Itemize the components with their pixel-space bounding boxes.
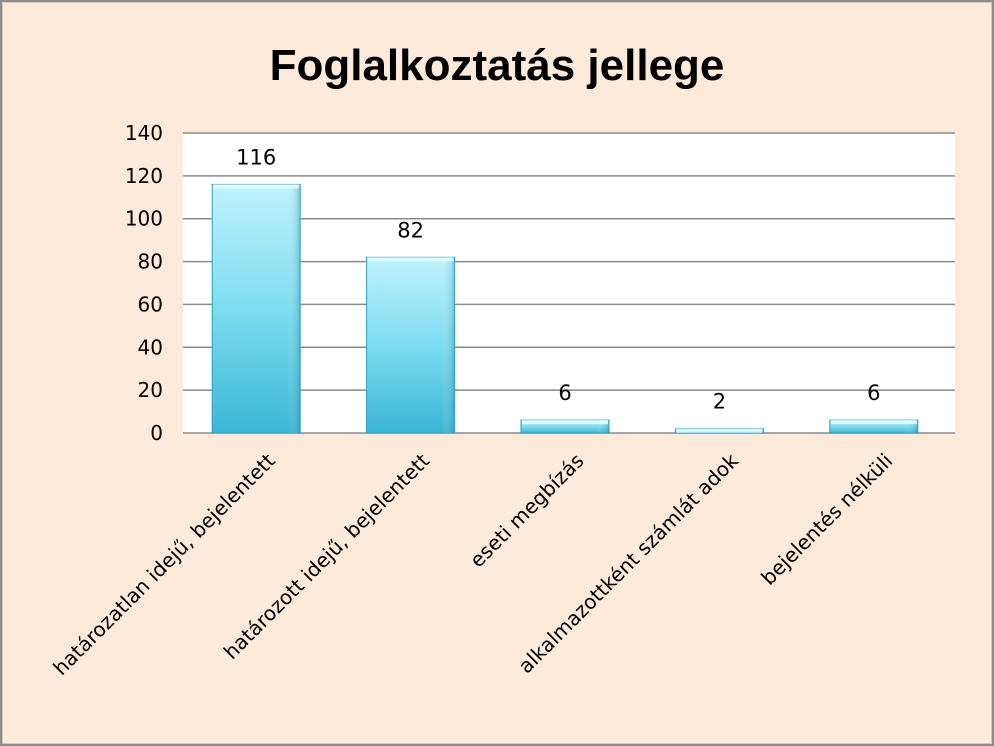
data-labels: 116 82 6 2 6 — [236, 145, 880, 413]
bar-top — [367, 257, 454, 262]
bar-top — [522, 420, 608, 425]
y-tick-label: 60 — [138, 292, 163, 316]
y-tick-label: 140 — [125, 121, 163, 145]
chart-title: Foglalkoztatás jellege — [270, 41, 725, 90]
bars — [211, 183, 919, 434]
bar-top — [676, 428, 763, 433]
bar — [520, 419, 610, 434]
y-tick-label: 0 — [150, 421, 163, 445]
y-tick-label: 100 — [125, 207, 163, 231]
bar-shade — [366, 257, 455, 433]
data-label: 6 — [867, 381, 880, 405]
data-label: 2 — [713, 390, 726, 414]
y-tick-label: 40 — [138, 335, 163, 359]
bar-shade — [212, 184, 301, 433]
plot-area — [183, 133, 955, 433]
bar-top — [213, 184, 300, 189]
bar — [829, 419, 919, 434]
y-axis-ticks: 0 20 40 60 80 100 120 140 — [125, 121, 163, 445]
data-label: 116 — [236, 145, 276, 169]
bar — [674, 428, 764, 434]
bar — [211, 183, 301, 434]
category-labels: határozatlan idejű, bejelentetthatározot… — [48, 448, 897, 680]
category-label: bejelentés nélküli — [756, 449, 897, 590]
bar-top — [830, 420, 917, 425]
category-label: eseti megbízás — [465, 449, 589, 573]
gridlines — [183, 132, 955, 434]
y-tick-label: 80 — [138, 250, 163, 274]
data-label: 82 — [397, 218, 424, 242]
bar — [366, 256, 456, 434]
y-tick-label: 20 — [138, 378, 163, 402]
data-label: 6 — [558, 381, 571, 405]
y-tick-label: 120 — [125, 164, 163, 188]
